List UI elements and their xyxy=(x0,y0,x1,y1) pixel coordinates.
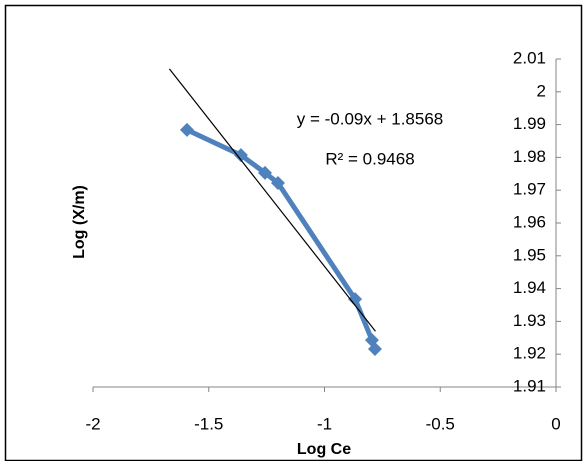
trendline-equation: y = -0.09x + 1.8568 xyxy=(297,109,444,128)
marker xyxy=(367,341,382,356)
y-tick-label: 1.96 xyxy=(513,212,546,231)
trendline xyxy=(168,68,376,332)
y-tick-label: 2.01 xyxy=(513,48,546,67)
y-tick-label: 1.99 xyxy=(513,114,546,133)
y-axis-title: Log (X/m) xyxy=(71,185,88,259)
trendline-r-squared: R² = 0.9468 xyxy=(325,149,414,168)
y-tick-label: 1.95 xyxy=(513,245,546,264)
x-tick-label: 0 xyxy=(551,414,560,433)
y-tick-label: 1.91 xyxy=(513,376,546,395)
x-tick-label: -2 xyxy=(85,414,100,433)
y-tick-label: 1.94 xyxy=(513,278,546,297)
y-tick-label: 1.93 xyxy=(513,311,546,330)
x-tick-label: -1.5 xyxy=(194,414,223,433)
marker xyxy=(270,175,285,190)
x-tick-label: -1 xyxy=(317,414,332,433)
x-axis-title: Log Ce xyxy=(297,441,351,458)
y-tick-label: 1.98 xyxy=(513,147,546,166)
y-tick-label: 1.97 xyxy=(513,180,546,199)
chart-border xyxy=(4,4,583,461)
marker xyxy=(348,292,363,307)
y-tick-label: 2 xyxy=(537,81,546,100)
x-tick-label: -0.5 xyxy=(426,414,455,433)
y-tick-label: 1.92 xyxy=(513,344,546,363)
marker xyxy=(179,122,194,137)
marker xyxy=(233,148,248,163)
marker xyxy=(258,165,273,180)
